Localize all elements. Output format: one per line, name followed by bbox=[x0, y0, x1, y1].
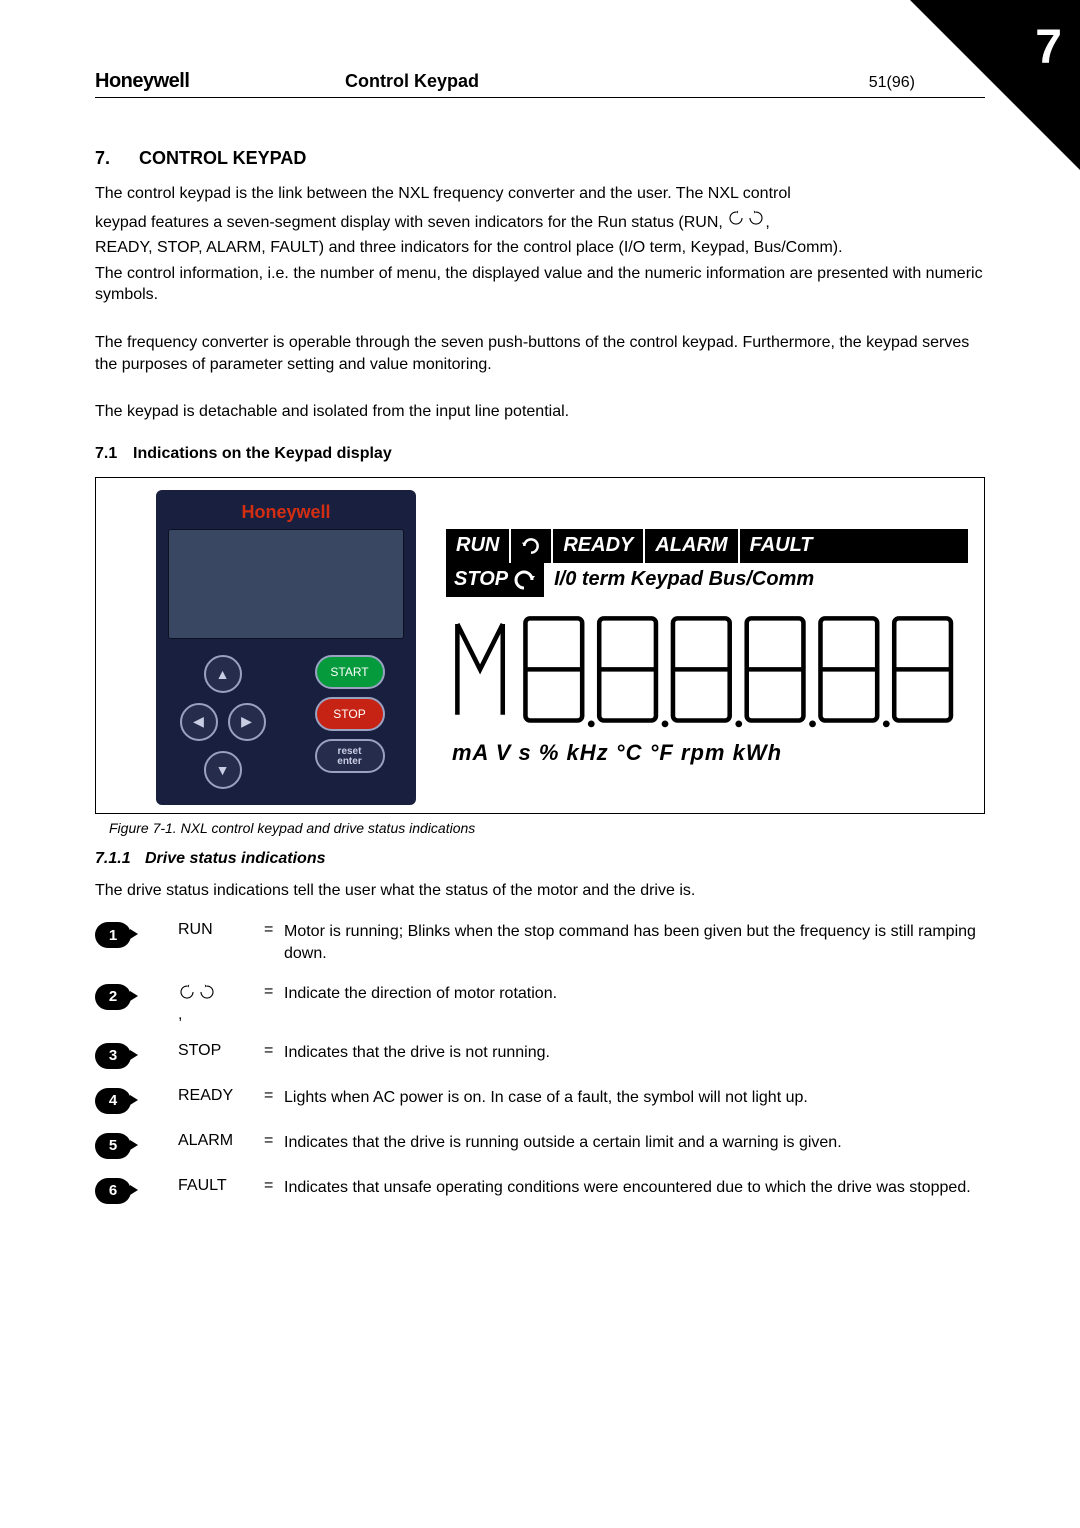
subsection-number: 7.1 bbox=[95, 445, 133, 463]
rotation-ccw-icon bbox=[512, 568, 536, 592]
paragraph: The drive status indications tell the us… bbox=[95, 880, 985, 902]
paragraph: READY, STOP, ALARM, FAULT) and three ind… bbox=[95, 237, 985, 259]
keypad-brand: Honeywell bbox=[168, 502, 404, 523]
pointer-icon bbox=[130, 1185, 138, 1195]
description: Indicates that the drive is running outs… bbox=[284, 1132, 985, 1154]
paragraph: The control keypad is the link between t… bbox=[95, 183, 985, 205]
equals: = bbox=[264, 921, 284, 939]
description: Lights when AC power is on. In case of a… bbox=[284, 1087, 985, 1109]
figure-7-1: Honeywell ▲ ◀ ▶ ▼ START STOP reset ent bbox=[95, 477, 985, 814]
page-body: Honeywell Control Keypad 51(96) 7.CONTRO… bbox=[0, 0, 1080, 1262]
seven-segment-display bbox=[446, 607, 968, 736]
action-cluster: START STOP reset enter bbox=[295, 655, 404, 789]
section-number: 7. bbox=[95, 148, 139, 169]
control-place-text: I/0 term Keypad Bus/Comm bbox=[544, 568, 814, 591]
indication-row: 3 STOP = Indicates that the drive is not… bbox=[95, 1042, 985, 1069]
subsub-number: 7.1.1 bbox=[95, 850, 145, 868]
right-button[interactable]: ▶ bbox=[228, 703, 266, 741]
indications-list: 1 RUN = Motor is running; Blinks when th… bbox=[95, 921, 985, 1203]
equals: = bbox=[264, 1042, 284, 1060]
equals: = bbox=[264, 1087, 284, 1105]
left-button[interactable]: ◀ bbox=[180, 703, 218, 741]
equals: = bbox=[264, 1132, 284, 1150]
status-stop: STOP bbox=[446, 563, 544, 597]
text: STOP bbox=[454, 568, 508, 591]
subsection-heading: 7.1Indications on the Keypad display bbox=[95, 445, 985, 463]
text: , bbox=[765, 214, 769, 231]
units-row: mA V s % kHz °C °F rpm kWh bbox=[446, 740, 968, 766]
description: Motor is running; Blinks when the stop c… bbox=[284, 921, 985, 964]
figure-caption: Figure 7-1. NXL control keypad and drive… bbox=[109, 820, 985, 836]
chapter-number: 7 bbox=[1035, 20, 1062, 75]
term: READY bbox=[178, 1087, 264, 1105]
subsection-title: Indications on the Keypad display bbox=[133, 445, 392, 462]
paragraph: keypad features a seven-segment display … bbox=[95, 209, 985, 234]
page-header: Honeywell Control Keypad 51(96) bbox=[95, 70, 985, 98]
indication-row: 4 READY = Lights when AC power is on. In… bbox=[95, 1087, 985, 1114]
description: Indicates that unsafe operating conditio… bbox=[284, 1177, 985, 1199]
pointer-icon bbox=[130, 1140, 138, 1150]
pointer-icon bbox=[130, 929, 138, 939]
pointer-icon bbox=[130, 1095, 138, 1105]
header-brand: Honeywell bbox=[95, 70, 345, 93]
bullet-marker: 3 bbox=[95, 1043, 131, 1069]
status-row-2: STOP I/0 term Keypad Bus/Comm bbox=[446, 563, 968, 597]
section-heading: 7.CONTROL KEYPAD bbox=[95, 148, 985, 169]
start-button[interactable]: START bbox=[315, 655, 385, 689]
description: Indicate the direction of motor rotation… bbox=[284, 983, 985, 1005]
subsubsection-heading: 7.1.1Drive status indications bbox=[95, 850, 985, 868]
status-panel: RUN READY ALARM FAULT STOP I/0 term Keyp… bbox=[446, 529, 974, 766]
subsub-title: Drive status indications bbox=[145, 850, 326, 867]
indication-row: 2 , = Indicate the direction of motor ro… bbox=[95, 983, 985, 1024]
pointer-icon bbox=[130, 991, 138, 1001]
status-alarm: ALARM bbox=[645, 529, 739, 563]
status-run: RUN bbox=[446, 529, 511, 563]
bullet-marker: 6 bbox=[95, 1178, 131, 1204]
term-rotation-icon: , bbox=[178, 983, 264, 1024]
rotation-cw-icon bbox=[511, 529, 553, 563]
term: ALARM bbox=[178, 1132, 264, 1150]
paragraph: The control information, i.e. the number… bbox=[95, 263, 985, 306]
equals: = bbox=[264, 1177, 284, 1195]
keypad-buttons: ▲ ◀ ▶ ▼ START STOP reset enter bbox=[168, 655, 404, 789]
term: FAULT bbox=[178, 1177, 264, 1195]
term: RUN bbox=[178, 921, 264, 939]
term: STOP bbox=[178, 1042, 264, 1060]
description: Indicates that the drive is not running. bbox=[284, 1042, 985, 1064]
indication-row: 6 FAULT = Indicates that unsafe operatin… bbox=[95, 1177, 985, 1204]
up-button[interactable]: ▲ bbox=[204, 655, 242, 693]
text: keypad features a seven-segment display … bbox=[95, 214, 723, 231]
down-button[interactable]: ▼ bbox=[204, 751, 242, 789]
indication-row: 1 RUN = Motor is running; Blinks when th… bbox=[95, 921, 985, 964]
bullet-marker: 1 bbox=[95, 922, 131, 948]
bullet-marker: 5 bbox=[95, 1133, 131, 1159]
rotation-icon bbox=[727, 209, 765, 227]
stop-button[interactable]: STOP bbox=[315, 697, 385, 731]
status-ready: READY bbox=[553, 529, 645, 563]
indication-row: 5 ALARM = Indicates that the drive is ru… bbox=[95, 1132, 985, 1159]
equals: = bbox=[264, 983, 284, 1001]
header-title: Control Keypad bbox=[345, 71, 479, 92]
bullet-marker: 4 bbox=[95, 1088, 131, 1114]
paragraph: The frequency converter is operable thro… bbox=[95, 332, 985, 375]
status-fault: FAULT bbox=[740, 529, 823, 563]
text: enter bbox=[337, 757, 361, 767]
section-title: CONTROL KEYPAD bbox=[139, 148, 306, 168]
paragraph: The keypad is detachable and isolated fr… bbox=[95, 401, 985, 423]
keypad-device: Honeywell ▲ ◀ ▶ ▼ START STOP reset ent bbox=[156, 490, 416, 805]
bullet-marker: 2 bbox=[95, 984, 131, 1010]
keypad-screen bbox=[168, 529, 404, 639]
nav-cluster: ▲ ◀ ▶ ▼ bbox=[168, 655, 277, 789]
reset-enter-button[interactable]: reset enter bbox=[315, 739, 385, 773]
pointer-icon bbox=[130, 1050, 138, 1060]
status-row-1: RUN READY ALARM FAULT bbox=[446, 529, 968, 563]
